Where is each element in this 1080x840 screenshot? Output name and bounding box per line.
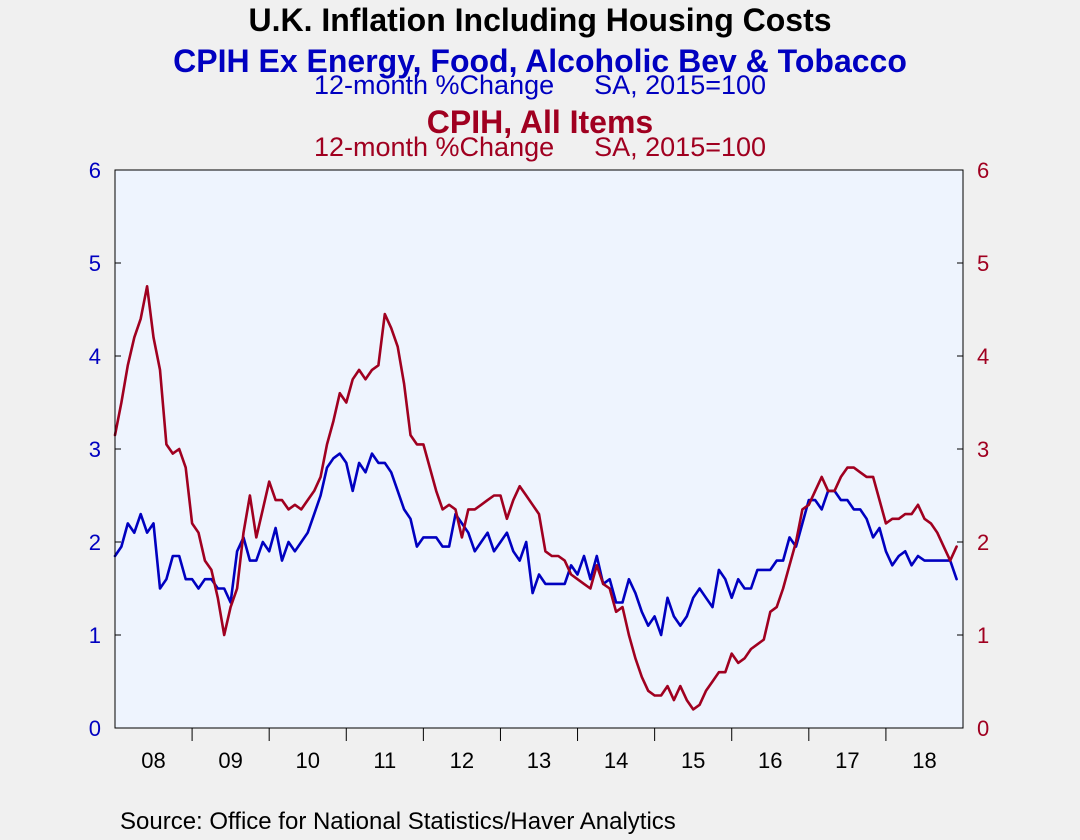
series-red-title: CPIH, All Items xyxy=(426,104,654,140)
x-tick-label: 12 xyxy=(450,748,474,773)
series-red-subtitle: 12-month %Change SA, 2015=100 xyxy=(0,134,1080,161)
right-tick-label: 3 xyxy=(977,437,989,462)
left-tick-label: 6 xyxy=(89,158,101,183)
left-tick-label: 5 xyxy=(89,251,101,276)
source-note: Source: Office for National Statistics/H… xyxy=(120,808,676,835)
right-tick-label: 0 xyxy=(977,716,989,741)
right-tick-label: 1 xyxy=(977,623,989,648)
plot-frame xyxy=(114,169,964,729)
series-line-cpih-all-items xyxy=(113,284,958,711)
left-tick-label: 1 xyxy=(89,623,101,648)
x-tick-label: 13 xyxy=(527,748,551,773)
left-tick-label: 2 xyxy=(89,530,101,555)
series-blue-units: 12-month %Change xyxy=(313,70,555,100)
series-red-units: 12-month %Change xyxy=(313,132,555,162)
x-tick-label: 11 xyxy=(373,748,396,773)
x-axis: 08 09 10 11 12 13 14 15 16 17 18 xyxy=(141,728,937,773)
x-tick-label: 09 xyxy=(218,748,242,773)
x-tick-label: 18 xyxy=(912,748,936,773)
series-red-basis: SA, 2015=100 xyxy=(594,132,767,162)
right-axis: 0 1 2 3 4 5 6 xyxy=(957,158,989,741)
x-tick-label: 16 xyxy=(758,748,782,773)
x-tick-label: 17 xyxy=(835,748,859,773)
left-tick-label: 4 xyxy=(89,344,101,369)
series-blue-basis: SA, 2015=100 xyxy=(594,70,767,100)
right-tick-label: 4 xyxy=(977,344,989,369)
series-layer xyxy=(113,284,958,711)
plot-background xyxy=(115,170,963,728)
left-tick-label: 3 xyxy=(89,437,101,462)
series-blue-title: CPIH Ex Energy, Food, Alcoholic Bev & To… xyxy=(173,43,907,79)
x-tick-label: 10 xyxy=(295,748,319,773)
x-tick-label: 08 xyxy=(141,748,165,773)
left-axis: 0 1 2 3 4 5 6 xyxy=(89,158,121,741)
series-blue-subtitle: 12-month %Change SA, 2015=100 xyxy=(0,72,1080,99)
chart-title: U.K. Inflation Including Housing Costs xyxy=(248,2,832,38)
right-tick-label: 5 xyxy=(977,251,989,276)
right-tick-label: 2 xyxy=(977,530,989,555)
x-tick-label: 15 xyxy=(681,748,705,773)
x-tick-label: 14 xyxy=(604,748,628,773)
series-line-cpih-ex-energy-food xyxy=(113,452,958,637)
left-tick-label: 0 xyxy=(89,716,101,741)
right-tick-label: 6 xyxy=(977,158,989,183)
